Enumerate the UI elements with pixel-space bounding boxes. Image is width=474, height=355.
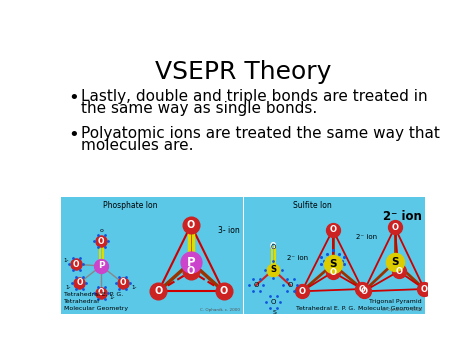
Text: O: O [254, 282, 259, 288]
Text: O: O [392, 223, 398, 232]
Text: Phosphate Ion: Phosphate Ion [103, 201, 157, 210]
Text: O: O [271, 244, 276, 250]
Text: O: O [395, 267, 402, 276]
Text: C. Ophardt, c. 2003: C. Ophardt, c. 2003 [382, 308, 422, 312]
Text: Polyatomic ions are treated the same way that: Polyatomic ions are treated the same way… [81, 126, 440, 141]
Text: Trigonal Pyramid
Molecular Geometry: Trigonal Pyramid Molecular Geometry [358, 299, 422, 311]
FancyBboxPatch shape [61, 197, 243, 315]
Text: S: S [329, 260, 337, 269]
Text: O: O [98, 237, 104, 246]
Text: •: • [68, 89, 79, 107]
Text: O: O [360, 287, 367, 296]
Text: o: o [99, 228, 103, 233]
Text: O: O [155, 286, 163, 296]
Text: O: O [329, 268, 337, 277]
Text: 2⁻ ion: 2⁻ ion [383, 211, 422, 223]
Text: the same way as single bonds.: the same way as single bonds. [81, 101, 317, 116]
Text: VSEPR Theory: VSEPR Theory [155, 60, 331, 83]
Text: P: P [187, 256, 195, 268]
Text: O: O [298, 287, 305, 296]
Text: P: P [98, 261, 104, 271]
Text: O: O [288, 282, 293, 288]
Text: Sulfite Ion: Sulfite Ion [293, 201, 332, 210]
Text: S: S [270, 265, 276, 274]
Text: O: O [187, 266, 195, 276]
Text: O: O [271, 299, 276, 305]
Text: 3- ion: 3- ion [218, 226, 240, 235]
Text: O: O [76, 278, 82, 287]
Text: Lastly, double and triple bonds are treated in: Lastly, double and triple bonds are trea… [81, 89, 428, 104]
Text: C. Ophardt, c. 2000: C. Ophardt, c. 2000 [200, 308, 240, 312]
Text: Tetrahedral E. P. G.
Tetrahedral
Molecular Geometry: Tetrahedral E. P. G. Tetrahedral Molecul… [64, 293, 128, 311]
Text: O: O [219, 286, 228, 296]
Text: S: S [391, 257, 399, 267]
Text: 1-: 1- [131, 285, 137, 290]
Text: 2⁻ ion: 2⁻ ion [287, 255, 308, 261]
Text: O: O [421, 284, 428, 294]
Text: O: O [187, 220, 195, 230]
FancyBboxPatch shape [244, 197, 425, 315]
Text: S: S [273, 310, 277, 315]
Text: •: • [68, 126, 79, 144]
Text: Tetrahedral E. P. G.: Tetrahedral E. P. G. [296, 306, 356, 311]
Text: 1-: 1- [66, 285, 71, 290]
Text: molecules are.: molecules are. [81, 138, 193, 153]
Text: O: O [98, 288, 104, 297]
Text: 1-: 1- [64, 258, 69, 263]
Text: O: O [359, 284, 366, 294]
Text: 2⁻ ion: 2⁻ ion [356, 234, 377, 240]
Text: O: O [270, 242, 276, 251]
Text: O: O [119, 278, 126, 287]
Text: 1-: 1- [109, 295, 115, 300]
Text: O: O [329, 225, 337, 234]
Text: O: O [73, 260, 80, 269]
